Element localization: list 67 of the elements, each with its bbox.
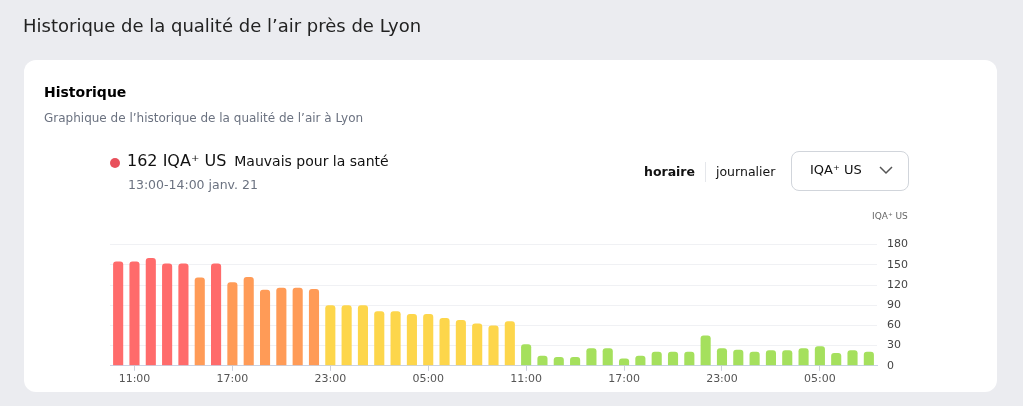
- x-tick-label: 17:00: [216, 372, 249, 386]
- x-tick-label: 23:00: [314, 372, 347, 386]
- bar: [847, 350, 858, 366]
- x-tick-label: 17:00: [608, 372, 640, 386]
- bar: [814, 346, 825, 366]
- bar: [423, 313, 434, 366]
- y-tick-label: 120: [887, 277, 908, 291]
- bar: [211, 263, 222, 366]
- bar: [684, 351, 695, 366]
- text: 13:00-14:00 janv. 21: [128, 177, 258, 192]
- bar: [472, 323, 483, 366]
- y-tick-label: 60: [887, 318, 901, 332]
- bar: [863, 351, 874, 366]
- x-tick-label: 11:00: [510, 372, 542, 386]
- bar: [798, 348, 809, 366]
- bar: [162, 263, 173, 366]
- bar: [406, 313, 417, 366]
- bar: [178, 263, 189, 366]
- bar: [504, 321, 515, 366]
- bar: [325, 305, 336, 366]
- text: horaire: [644, 164, 696, 179]
- chart-title: Historique de la qualité de l’air près de Lyon: [23, 15, 422, 36]
- y-tick-label: 0: [887, 358, 894, 372]
- text: Graphique de l’historique de la qualité de l’air à Lyon: [44, 111, 364, 125]
- chart-subtitle: Historique: [44, 84, 127, 100]
- text: IQA⁺ US: [810, 162, 862, 177]
- y-tick-label: 30: [887, 338, 901, 352]
- bar: [733, 349, 744, 366]
- bar: [765, 350, 776, 366]
- x-tick-label: 05:00: [412, 372, 445, 386]
- bar: [357, 305, 369, 366]
- bar: [390, 311, 401, 366]
- text: journalier: [716, 164, 776, 179]
- bar: [651, 351, 662, 366]
- bar: [243, 276, 254, 366]
- bar: [276, 287, 287, 366]
- y-tick-label: 150: [887, 257, 908, 271]
- bar: [341, 305, 352, 366]
- y-axis-title: IQA⁺ US: [872, 211, 908, 221]
- bar: [455, 320, 466, 366]
- y-tick-label: 90: [887, 298, 901, 312]
- bar: [145, 258, 156, 366]
- bar: [488, 325, 499, 366]
- x-tick-label: 05:00: [804, 372, 836, 386]
- bar: [194, 277, 205, 366]
- bar: [521, 344, 532, 366]
- bar: [716, 348, 728, 366]
- bar: [259, 289, 271, 366]
- bar: [602, 348, 613, 366]
- bar: [129, 261, 140, 366]
- bar: [749, 351, 760, 366]
- bar: [831, 353, 842, 366]
- text: Mauvais pour la santé: [234, 153, 389, 169]
- text: 162 IQA⁺ US: [127, 151, 227, 170]
- bar: [227, 282, 238, 366]
- bar: [782, 350, 793, 366]
- x-tick-label: 23:00: [706, 372, 738, 386]
- bar: [586, 348, 597, 366]
- y-tick-label: 180: [887, 237, 908, 251]
- bar: [700, 335, 711, 366]
- x-tick-label: 11:00: [118, 372, 151, 386]
- bar: [374, 311, 385, 366]
- bar: [667, 351, 679, 366]
- bar: [439, 317, 450, 366]
- bar: [292, 287, 303, 366]
- bar: [113, 261, 124, 366]
- bar: [308, 289, 320, 366]
